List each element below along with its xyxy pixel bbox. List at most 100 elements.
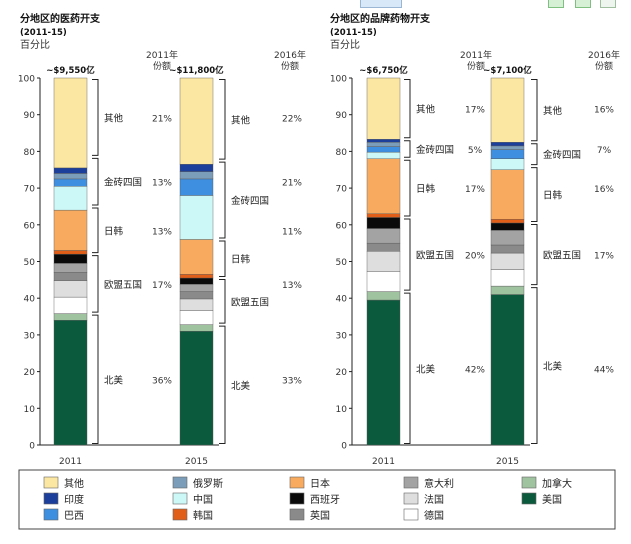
legend-swatch-西班牙	[289, 492, 305, 505]
bracket-2011-欧盟五国	[404, 218, 411, 291]
bar-total-label: ~$11,800亿	[169, 65, 224, 76]
bar-segment-俄罗斯	[366, 142, 401, 147]
share-2011-value: 21%	[152, 114, 172, 124]
bar-total-label: ~$6,750亿	[359, 65, 408, 76]
bracket-2011-其他	[92, 79, 99, 156]
legend-swatch-美国	[521, 492, 537, 505]
bar-segment-意大利	[490, 230, 525, 246]
bar-segment-加拿大	[179, 324, 214, 332]
legend-box	[18, 469, 616, 530]
share-header-2016: 份额	[595, 60, 613, 72]
y-tick-label: 60	[336, 221, 348, 231]
share-2011-value: 13%	[152, 227, 172, 237]
bar-segment-中国	[366, 151, 401, 159]
legend-label: 韩国	[193, 509, 213, 522]
y-tick-label: 50	[24, 258, 36, 268]
y-tick-label: 10	[336, 405, 348, 415]
bar-segment-加拿大	[490, 285, 525, 295]
bracket-2015-北美	[531, 287, 538, 444]
group-label-2015: 欧盟五国	[231, 296, 269, 308]
bar-total-label: ~$9,550亿	[46, 65, 95, 76]
bar-segment-英国	[366, 242, 401, 252]
group-label-2015: 其他	[543, 105, 563, 117]
bracket-2015-北美	[219, 325, 226, 444]
group-label-2011: 北美	[104, 374, 124, 386]
bar-segment-西班牙	[366, 217, 401, 229]
group-label-2011: 其他	[416, 104, 436, 116]
bar-segment-印度	[366, 139, 401, 143]
y-axis-label: 百分比	[20, 39, 50, 51]
share-2016-value: 22%	[282, 114, 302, 124]
y-tick-label: 100	[330, 75, 347, 85]
bar-segment-加拿大	[53, 313, 88, 321]
legend-label: 西班牙	[310, 494, 340, 506]
share-header-2011: 份额	[153, 60, 171, 72]
group-label-2011: 金砖四国	[416, 144, 454, 156]
bracket-2011-北美	[404, 292, 411, 444]
bracket-2015-欧盟五国	[531, 223, 538, 286]
window-top-strip	[575, 0, 591, 8]
bar-segment-巴西	[490, 149, 525, 159]
legend-swatch-英国	[289, 508, 305, 521]
y-tick-label: 0	[29, 442, 35, 452]
bar-segment-韩国	[490, 219, 525, 224]
share-2016-value: 16%	[594, 185, 614, 195]
legend-swatch-法国	[403, 492, 419, 505]
y-axis-label: 百分比	[330, 39, 360, 51]
group-label-2015: 日韩	[231, 254, 251, 266]
legend-label: 意大利	[424, 477, 454, 490]
bracket-2011-其他	[404, 79, 411, 139]
bracket-2015-日韩	[219, 240, 226, 278]
bar-segment-法国	[179, 298, 214, 311]
share-header-2016: 2016年	[588, 49, 620, 61]
window-top-strip	[548, 0, 564, 8]
share-header-2011: 2011年	[146, 49, 178, 61]
share-2011-value: 17%	[465, 185, 485, 195]
bar-segment-英国	[53, 272, 88, 281]
bar-segment-德国	[490, 269, 525, 287]
share-2011-value: 20%	[465, 252, 485, 262]
group-label-2011: 金砖四国	[104, 177, 142, 189]
bar-segment-法国	[366, 251, 401, 272]
share-2011-value: 36%	[152, 376, 172, 386]
bar-segment-中国	[53, 186, 88, 211]
share-2011-value: 13%	[152, 179, 172, 189]
group-label-2015: 其他	[231, 114, 251, 126]
bracket-2011-金砖四国	[92, 157, 99, 206]
bracket-2015-日韩	[531, 167, 538, 222]
bar-segment-加拿大	[366, 291, 401, 301]
legend-swatch-意大利	[403, 476, 419, 489]
group-label-2011: 日韩	[416, 183, 436, 195]
share-2016-value: 33%	[282, 376, 302, 386]
window-top-strip	[600, 0, 616, 8]
share-2016-value: 44%	[594, 365, 614, 375]
share-header-2016: 2016年	[274, 49, 306, 61]
bar-segment-中国	[490, 158, 525, 170]
share-2016-value: 7%	[597, 146, 612, 156]
x-tick-label: 2015	[185, 457, 208, 467]
bar-segment-其他	[53, 77, 88, 169]
bar-segment-韩国	[53, 250, 88, 255]
y-tick-label: 80	[336, 148, 348, 158]
legend-label: 巴西	[64, 510, 84, 522]
bar-segment-意大利	[366, 228, 401, 244]
bar-segment-英国	[490, 244, 525, 254]
bar-total-label: ~$7,100亿	[483, 65, 532, 76]
bar-segment-俄罗斯	[179, 171, 214, 180]
legend-label: 法国	[424, 493, 444, 506]
bracket-2011-日韩	[404, 159, 411, 217]
bracket-2015-金砖四国	[531, 143, 538, 166]
share-2011-value: 17%	[465, 106, 485, 116]
x-tick-label: 2011	[372, 457, 395, 467]
y-tick-label: 70	[336, 185, 348, 195]
y-tick-label: 20	[24, 368, 36, 378]
bar-segment-日本	[179, 239, 214, 275]
y-tick-label: 20	[336, 368, 348, 378]
y-tick-label: 40	[24, 295, 36, 305]
bar-segment-西班牙	[53, 253, 88, 264]
bar-segment-英国	[179, 291, 214, 300]
bar-segment-印度	[490, 142, 525, 147]
chart-subtitle: (2011-15)	[20, 28, 67, 38]
legend-label: 中国	[193, 493, 213, 506]
